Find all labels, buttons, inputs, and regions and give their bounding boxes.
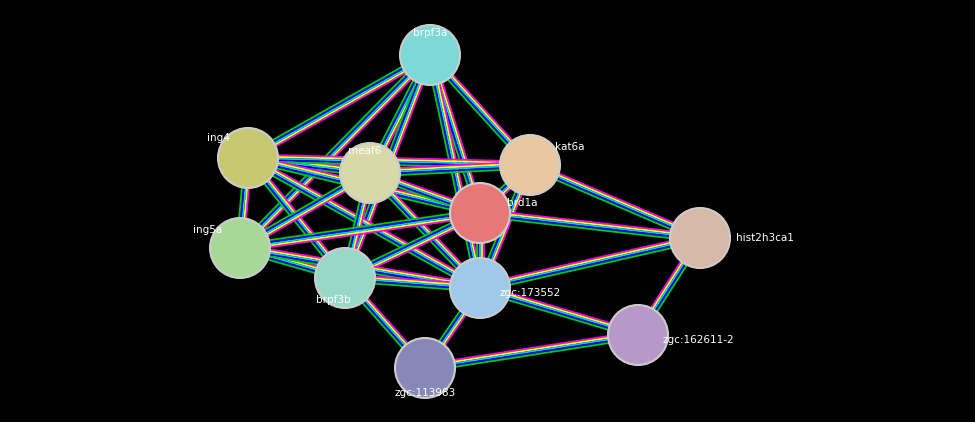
Text: zgc:162611-2: zgc:162611-2 xyxy=(662,335,734,345)
Circle shape xyxy=(218,128,278,188)
Text: kat6a: kat6a xyxy=(555,142,585,152)
Circle shape xyxy=(608,305,668,365)
Text: zgc:113983: zgc:113983 xyxy=(394,388,455,398)
Circle shape xyxy=(395,338,455,398)
Text: brd1a: brd1a xyxy=(507,198,537,208)
Circle shape xyxy=(210,218,270,278)
Text: ing5a: ing5a xyxy=(193,225,222,235)
Circle shape xyxy=(450,258,510,318)
Circle shape xyxy=(340,143,400,203)
Text: hist2h3ca1: hist2h3ca1 xyxy=(736,233,794,243)
Text: zgc:173552: zgc:173552 xyxy=(499,288,561,298)
Circle shape xyxy=(450,183,510,243)
Text: meaf6: meaf6 xyxy=(348,146,381,156)
Circle shape xyxy=(400,25,460,85)
Circle shape xyxy=(315,248,375,308)
Text: brpf3b: brpf3b xyxy=(316,295,350,305)
Text: brpf3a: brpf3a xyxy=(412,28,448,38)
Circle shape xyxy=(500,135,560,195)
Circle shape xyxy=(670,208,730,268)
Text: ing4: ing4 xyxy=(207,133,229,143)
